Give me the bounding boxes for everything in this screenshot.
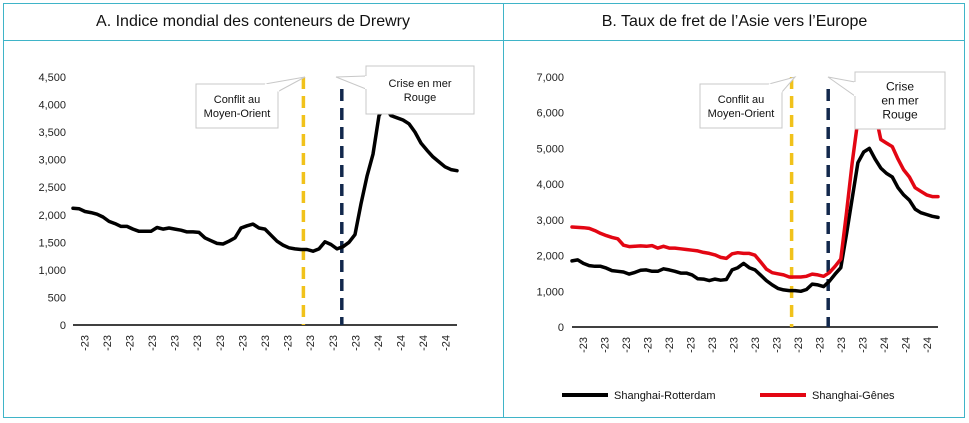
annotation-box (699, 83, 783, 129)
chart-b: 01,0002,0003,0004,0005,0006,0007,000-23-… (536, 71, 946, 402)
y-tick-label: 1,000 (536, 286, 564, 298)
legend-label: Shanghai-Gênes (812, 390, 895, 402)
annotation-text: en mer (881, 94, 918, 108)
x-tick-label: -23 (728, 337, 740, 353)
y-tick-label: 2,500 (38, 182, 66, 194)
x-tick-label: -23 (192, 335, 204, 351)
x-tick-label: -23 (858, 337, 870, 353)
annotation-text: Crise (886, 80, 914, 94)
x-tick-label: -24 (396, 335, 408, 351)
y-tick-label: 4,500 (38, 72, 66, 84)
x-tick-label: -23 (260, 335, 272, 351)
x-tick-label: -23 (836, 337, 848, 353)
annotation-box (854, 71, 946, 130)
x-tick-label: -23 (102, 335, 114, 351)
x-tick-label: -23 (599, 337, 611, 353)
x-tick-label: -24 (901, 337, 913, 353)
y-tick-label: 5,000 (536, 143, 564, 155)
y-tick-label: 0 (558, 322, 564, 334)
y-tick-label: 4,000 (38, 100, 66, 112)
annotation-pointer (335, 75, 367, 90)
panel-b-title: B. Taux de fret de l’Asie vers l’Europe (601, 13, 868, 30)
y-tick-label: 6,000 (536, 108, 564, 120)
x-tick-label: -23 (815, 337, 827, 353)
y-tick-label: 3,000 (536, 215, 564, 227)
annotation-text: Moyen-Orient (708, 108, 775, 120)
x-tick-label: -24 (418, 335, 430, 351)
x-tick-label: -23 (707, 337, 719, 353)
y-tick-label: 500 (48, 292, 66, 304)
x-tick-label: -23 (621, 337, 633, 353)
x-tick-label: -23 (305, 335, 317, 351)
annotation-pointer-join (768, 83, 783, 93)
annotation-text: Rouge (882, 108, 918, 122)
x-tick-label: -23 (170, 335, 182, 351)
x-tick-label: -23 (685, 337, 697, 353)
y-tick-label: 2,000 (38, 210, 66, 222)
figure-frame (3, 3, 965, 418)
annotation-text: Moyen-Orient (204, 108, 271, 120)
x-tick-label: -23 (750, 337, 762, 353)
x-tick-label: -24 (922, 337, 934, 353)
y-tick-label: 3,500 (38, 127, 66, 139)
x-tick-label: -24 (879, 337, 891, 353)
x-tick-label: -23 (215, 335, 227, 351)
annotation-text: Crise en mer (389, 78, 452, 90)
series-line-shanghai-rotterdam (570, 146, 940, 294)
panel-divider (503, 3, 504, 418)
x-tick-label: -23 (283, 335, 295, 351)
y-tick-label: 4,000 (536, 179, 564, 191)
y-tick-label: 3,000 (38, 155, 66, 167)
y-tick-label: 2,000 (536, 251, 564, 263)
x-tick-label: -23 (664, 337, 676, 353)
x-tick-label: -23 (772, 337, 784, 353)
y-tick-label: 1,000 (38, 265, 66, 277)
x-tick-label: -23 (147, 335, 159, 351)
x-tick-label: -23 (642, 337, 654, 353)
x-tick-label: -23 (350, 335, 362, 351)
x-tick-label: -23 (578, 337, 590, 353)
chart-a: 0 500 1,000 1,500 2,000 2,500 3,000 3,500 4,000 4… (38, 65, 475, 351)
annotation-text: Conflit au (214, 94, 260, 106)
x-tick-label: -24 (373, 335, 385, 351)
y-tick-label: 0 (60, 320, 66, 332)
panel-a-title: A. Indice mondial des conteneurs de Drew… (96, 13, 410, 30)
y-tick-label: 1,500 (38, 237, 66, 249)
x-tick-label: -24 (441, 335, 453, 351)
annotation-text: Rouge (404, 92, 436, 104)
x-tick-label: -23 (237, 335, 249, 351)
annotation-pointer-join (264, 83, 280, 92)
annotation-text: Conflit au (718, 94, 764, 106)
y-tick-label: 7,000 (536, 72, 564, 84)
series-line-index (71, 105, 459, 253)
x-tick-label: -23 (793, 337, 805, 353)
annotation-pointer (827, 76, 856, 97)
x-tick-label: -23 (328, 335, 340, 351)
x-tick-label: -23 (79, 335, 91, 351)
legend-label: Shanghai-Rotterdam (614, 390, 716, 402)
annotation-box (365, 65, 475, 115)
x-tick-label: -23 (124, 335, 136, 351)
title-divider (3, 40, 965, 41)
annotation-box (195, 83, 279, 129)
